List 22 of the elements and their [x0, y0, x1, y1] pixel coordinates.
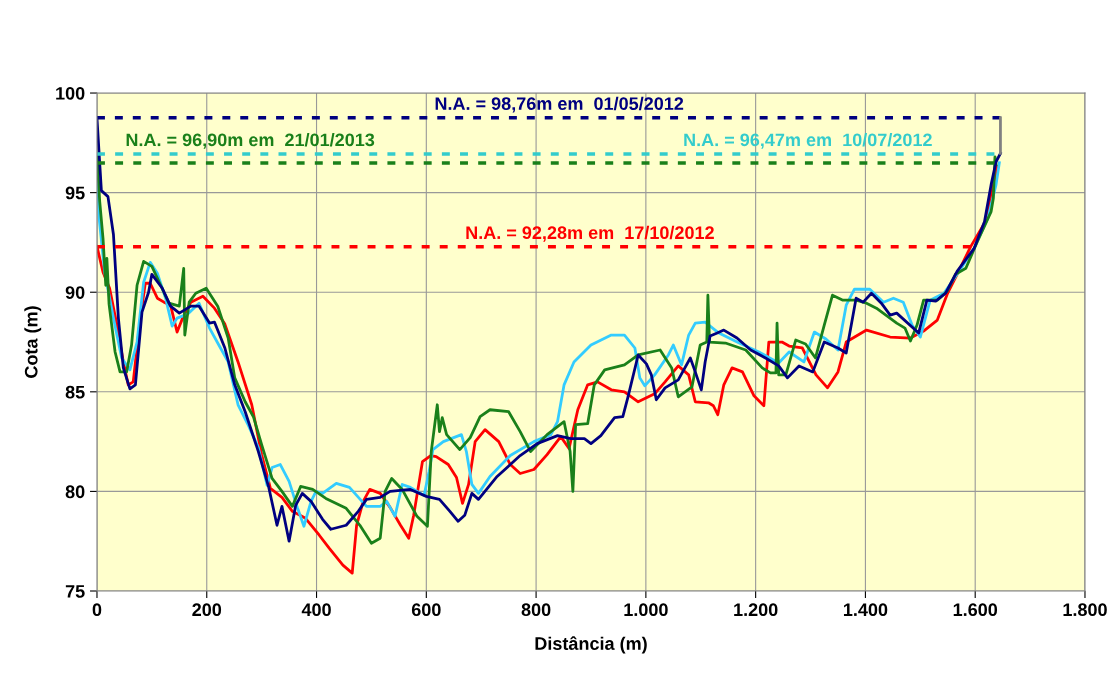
annotation: N.A. = 98,76m em 01/05/2012	[435, 96, 684, 113]
x-tick-label: 1.000	[624, 603, 668, 617]
y-axis-title: Cota (m)	[24, 306, 42, 378]
annotation: N.A. = 96,90m em 21/01/2013	[126, 132, 375, 149]
y-tick-label: 85	[65, 385, 85, 399]
x-tick-label: 600	[411, 603, 441, 617]
y-tick-label: 80	[65, 485, 85, 499]
x-tick-label: 0	[92, 603, 102, 617]
x-tick-label: 1.400	[843, 603, 888, 617]
y-tick-label: 100	[56, 86, 85, 100]
y-tick-label: 75	[65, 585, 85, 598]
annotation: N.A. = 92,28m em 17/10/2012	[466, 225, 714, 242]
annotation: N.A. = 96,47m em 10/07/2012	[684, 132, 932, 149]
x-tick-label: 1.600	[953, 603, 998, 617]
x-tick-label: 800	[521, 603, 551, 617]
x-axis-title: Distância (m)	[535, 636, 647, 654]
x-tick-label: 400	[301, 603, 331, 617]
y-tick-label: 90	[65, 286, 85, 299]
x-tick-label: 1.200	[734, 603, 778, 617]
x-tick-label: 1.800	[1063, 603, 1107, 617]
y-tick-label: 95	[65, 186, 85, 200]
x-tick-label: 200	[192, 603, 222, 617]
